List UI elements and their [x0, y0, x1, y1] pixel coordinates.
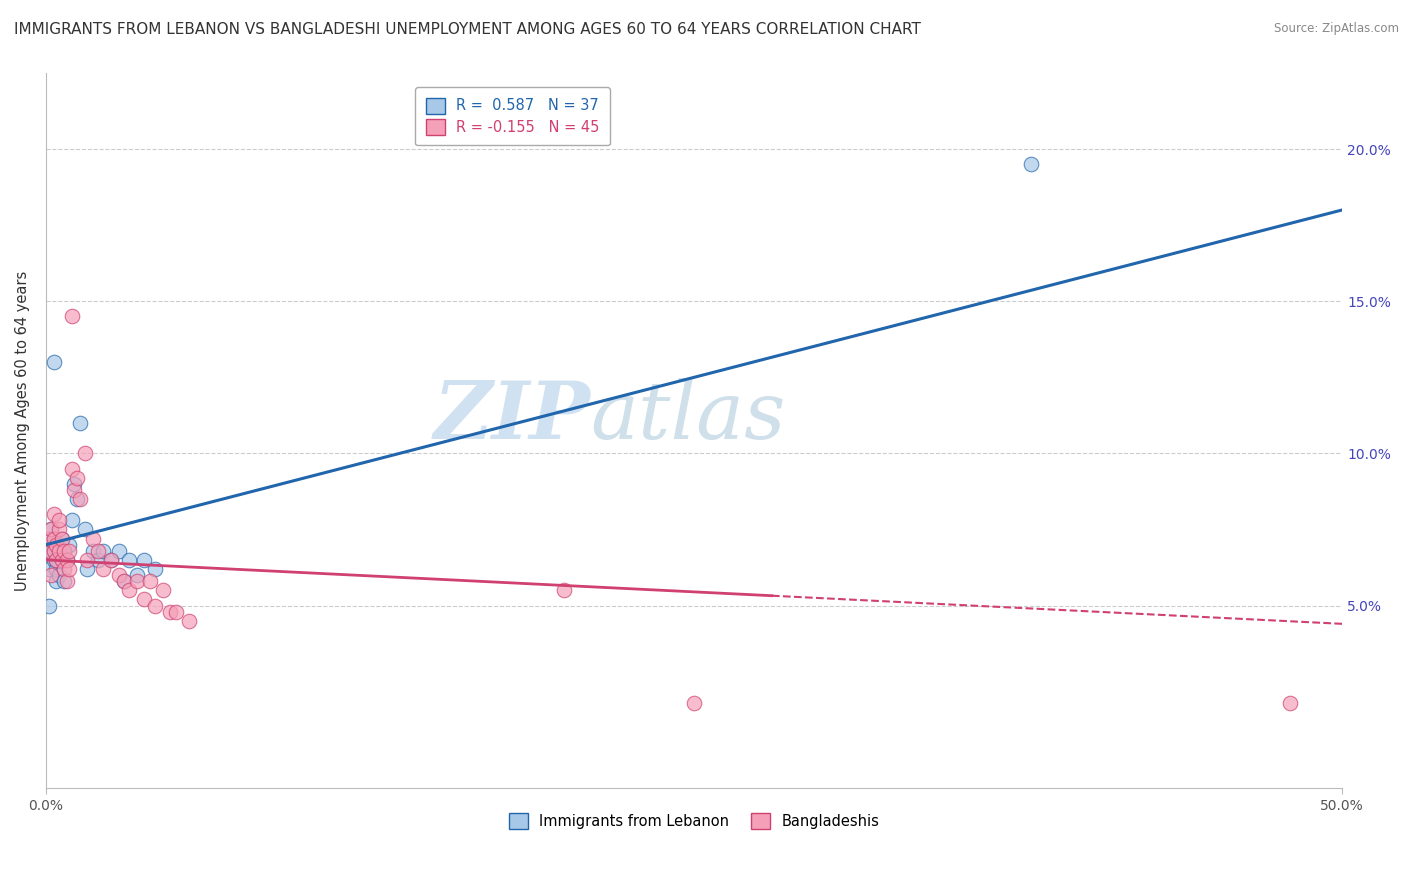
- Point: [118, 583, 141, 598]
- Point: [58, 562, 80, 576]
- Point: [177, 614, 200, 628]
- Point: [73, 523, 96, 537]
- Legend: Immigrants from Lebanon, Bangladeshis: Immigrants from Lebanon, Bangladeshis: [503, 807, 886, 835]
- Point: [138, 574, 160, 589]
- Point: [152, 583, 174, 598]
- Point: [112, 574, 135, 589]
- Point: [42, 543, 65, 558]
- Point: [63, 483, 86, 497]
- Point: [60, 513, 83, 527]
- Point: [55, 553, 77, 567]
- Point: [53, 562, 76, 576]
- Point: [53, 543, 76, 558]
- Point: [38, 532, 60, 546]
- Point: [66, 491, 89, 506]
- Point: [51, 553, 73, 567]
- Point: [112, 574, 135, 589]
- Point: [45, 574, 67, 589]
- Text: IMMIGRANTS FROM LEBANON VS BANGLADESHI UNEMPLOYMENT AMONG AGES 60 TO 64 YEARS CO: IMMIGRANTS FROM LEBANON VS BANGLADESHI U…: [14, 22, 921, 37]
- Point: [683, 696, 706, 710]
- Point: [76, 562, 98, 576]
- Point: [66, 471, 89, 485]
- Point: [48, 568, 70, 582]
- Point: [159, 605, 181, 619]
- Point: [553, 583, 575, 598]
- Point: [125, 568, 148, 582]
- Point: [39, 568, 62, 582]
- Point: [69, 491, 91, 506]
- Point: [53, 574, 76, 589]
- Point: [1019, 157, 1042, 171]
- Point: [100, 553, 122, 567]
- Point: [107, 543, 129, 558]
- Point: [42, 532, 65, 546]
- Point: [82, 543, 104, 558]
- Point: [82, 532, 104, 546]
- Point: [39, 523, 62, 537]
- Point: [51, 532, 73, 546]
- Point: [87, 553, 110, 567]
- Point: [91, 543, 114, 558]
- Point: [42, 543, 65, 558]
- Point: [143, 562, 166, 576]
- Point: [42, 538, 65, 552]
- Point: [118, 553, 141, 567]
- Point: [53, 543, 76, 558]
- Point: [60, 461, 83, 475]
- Point: [38, 562, 60, 576]
- Point: [45, 553, 67, 567]
- Point: [107, 568, 129, 582]
- Point: [69, 416, 91, 430]
- Text: atlas: atlas: [591, 377, 786, 455]
- Point: [42, 508, 65, 522]
- Point: [76, 553, 98, 567]
- Point: [45, 562, 67, 576]
- Point: [1279, 696, 1302, 710]
- Point: [51, 553, 73, 567]
- Point: [63, 476, 86, 491]
- Point: [134, 553, 156, 567]
- Point: [143, 599, 166, 613]
- Point: [38, 543, 60, 558]
- Point: [58, 538, 80, 552]
- Text: Source: ZipAtlas.com: Source: ZipAtlas.com: [1274, 22, 1399, 36]
- Point: [39, 532, 62, 546]
- Point: [48, 523, 70, 537]
- Point: [48, 543, 70, 558]
- Point: [39, 543, 62, 558]
- Point: [165, 605, 187, 619]
- Point: [73, 446, 96, 460]
- Point: [48, 513, 70, 527]
- Point: [60, 310, 83, 324]
- Point: [38, 599, 60, 613]
- Point: [58, 543, 80, 558]
- Point: [125, 574, 148, 589]
- Point: [51, 532, 73, 546]
- Point: [100, 553, 122, 567]
- Point: [87, 543, 110, 558]
- Text: ZIP: ZIP: [433, 377, 591, 455]
- Point: [42, 553, 65, 567]
- Point: [91, 562, 114, 576]
- Point: [55, 574, 77, 589]
- Y-axis label: Unemployment Among Ages 60 to 64 years: Unemployment Among Ages 60 to 64 years: [15, 270, 30, 591]
- Point: [39, 523, 62, 537]
- Point: [45, 553, 67, 567]
- Point: [42, 355, 65, 369]
- Point: [45, 538, 67, 552]
- Point: [55, 553, 77, 567]
- Point: [134, 592, 156, 607]
- Point: [48, 543, 70, 558]
